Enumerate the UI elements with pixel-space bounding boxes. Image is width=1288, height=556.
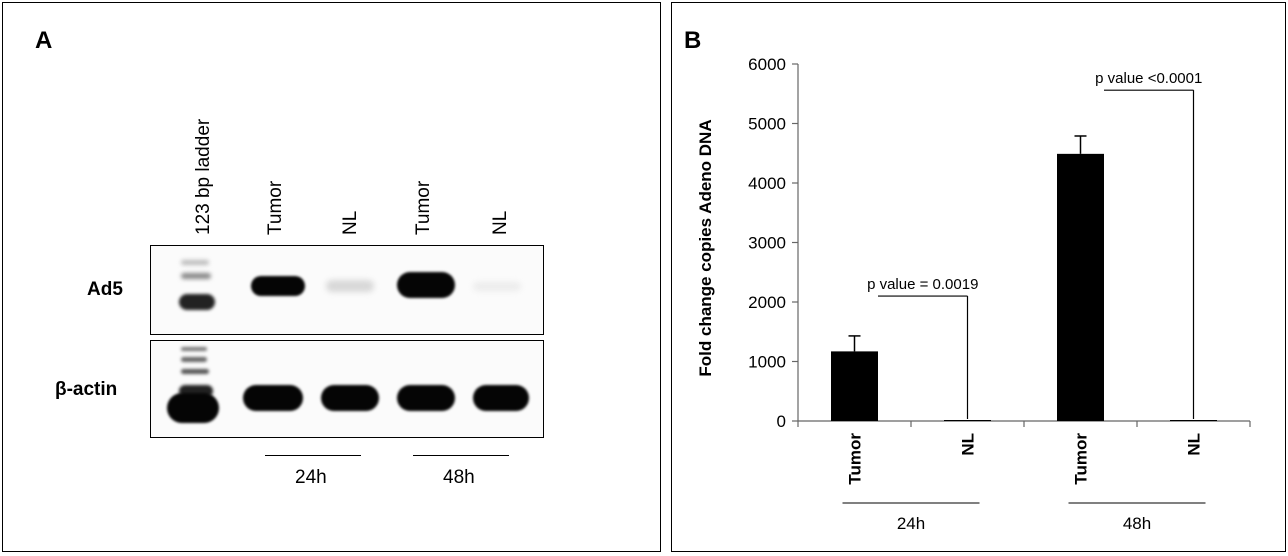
group-label: 24h	[897, 514, 925, 533]
group-label-48h: 48h	[443, 467, 475, 488]
ladder-band	[179, 294, 215, 310]
lane-label-tumor-24h: Tumor	[265, 180, 286, 235]
band-actin-nl-24h	[321, 385, 379, 411]
chart-panel: B Fold change copies Adeno DNA 0 1000 2000…	[671, 2, 1286, 552]
band-actin-tumor-24h	[243, 385, 303, 411]
bar	[1170, 420, 1217, 421]
band-ad5-nl-48h	[473, 282, 521, 291]
y-tick-label: 6000	[748, 55, 786, 74]
bar	[1057, 153, 1104, 421]
lane-label-nl-24h: NL	[340, 210, 361, 235]
ladder-band	[181, 369, 209, 374]
ladder-band	[181, 347, 207, 351]
p-value-annotation: p value = 0.0019	[867, 276, 978, 293]
gel-beta-actin	[150, 340, 544, 438]
lane-label-nl-48h: NL	[490, 210, 511, 235]
y-axis-label: Fold change copies Adeno DNA	[696, 119, 715, 376]
gel-panel: A 123 bp ladder Tumor NL Tumor NL Ad5 β-…	[2, 2, 661, 552]
y-tick-label: 0	[777, 412, 786, 431]
y-tick-label: 3000	[748, 234, 786, 253]
panel-letter-a: A	[35, 27, 53, 54]
y-tick-label: 1000	[748, 353, 786, 372]
band-ad5-tumor-48h	[397, 272, 455, 298]
gel-ad5	[150, 245, 544, 335]
bar-chart: Fold change copies Adeno DNA 0 1000 2000 30…	[696, 55, 1251, 533]
bar	[944, 420, 991, 421]
ladder-band	[181, 260, 209, 265]
x-category-label: NL	[1185, 433, 1204, 456]
y-tick-label: 5000	[748, 115, 786, 134]
row-label-ad5: Ad5	[87, 279, 123, 300]
lane-label-ladder: 123 bp ladder	[193, 118, 214, 235]
ladder-band	[167, 393, 219, 423]
lane-label-tumor-48h: Tumor	[413, 180, 434, 235]
ladder-band	[181, 273, 211, 279]
x-category-label: Tumor	[846, 433, 865, 485]
row-label-beta-actin: β-actin	[55, 379, 118, 400]
group-line-24h	[265, 455, 361, 456]
y-tick-label: 4000	[748, 174, 786, 193]
x-category-label: NL	[959, 433, 978, 456]
bar	[831, 351, 878, 421]
panel-letter-b: B	[684, 27, 702, 54]
band-ad5-nl-24h	[326, 280, 374, 292]
y-tick-label: 2000	[748, 293, 786, 312]
ladder-band	[181, 357, 207, 362]
group-line-48h	[413, 455, 509, 456]
band-ad5-tumor-24h	[251, 276, 305, 296]
x-category-label: Tumor	[1072, 433, 1091, 485]
band-actin-tumor-48h	[397, 385, 455, 411]
group-label-24h: 24h	[295, 467, 327, 488]
p-value-annotation: p value <0.0001	[1095, 70, 1202, 87]
band-actin-nl-48h	[473, 385, 529, 411]
group-label: 48h	[1123, 514, 1151, 533]
